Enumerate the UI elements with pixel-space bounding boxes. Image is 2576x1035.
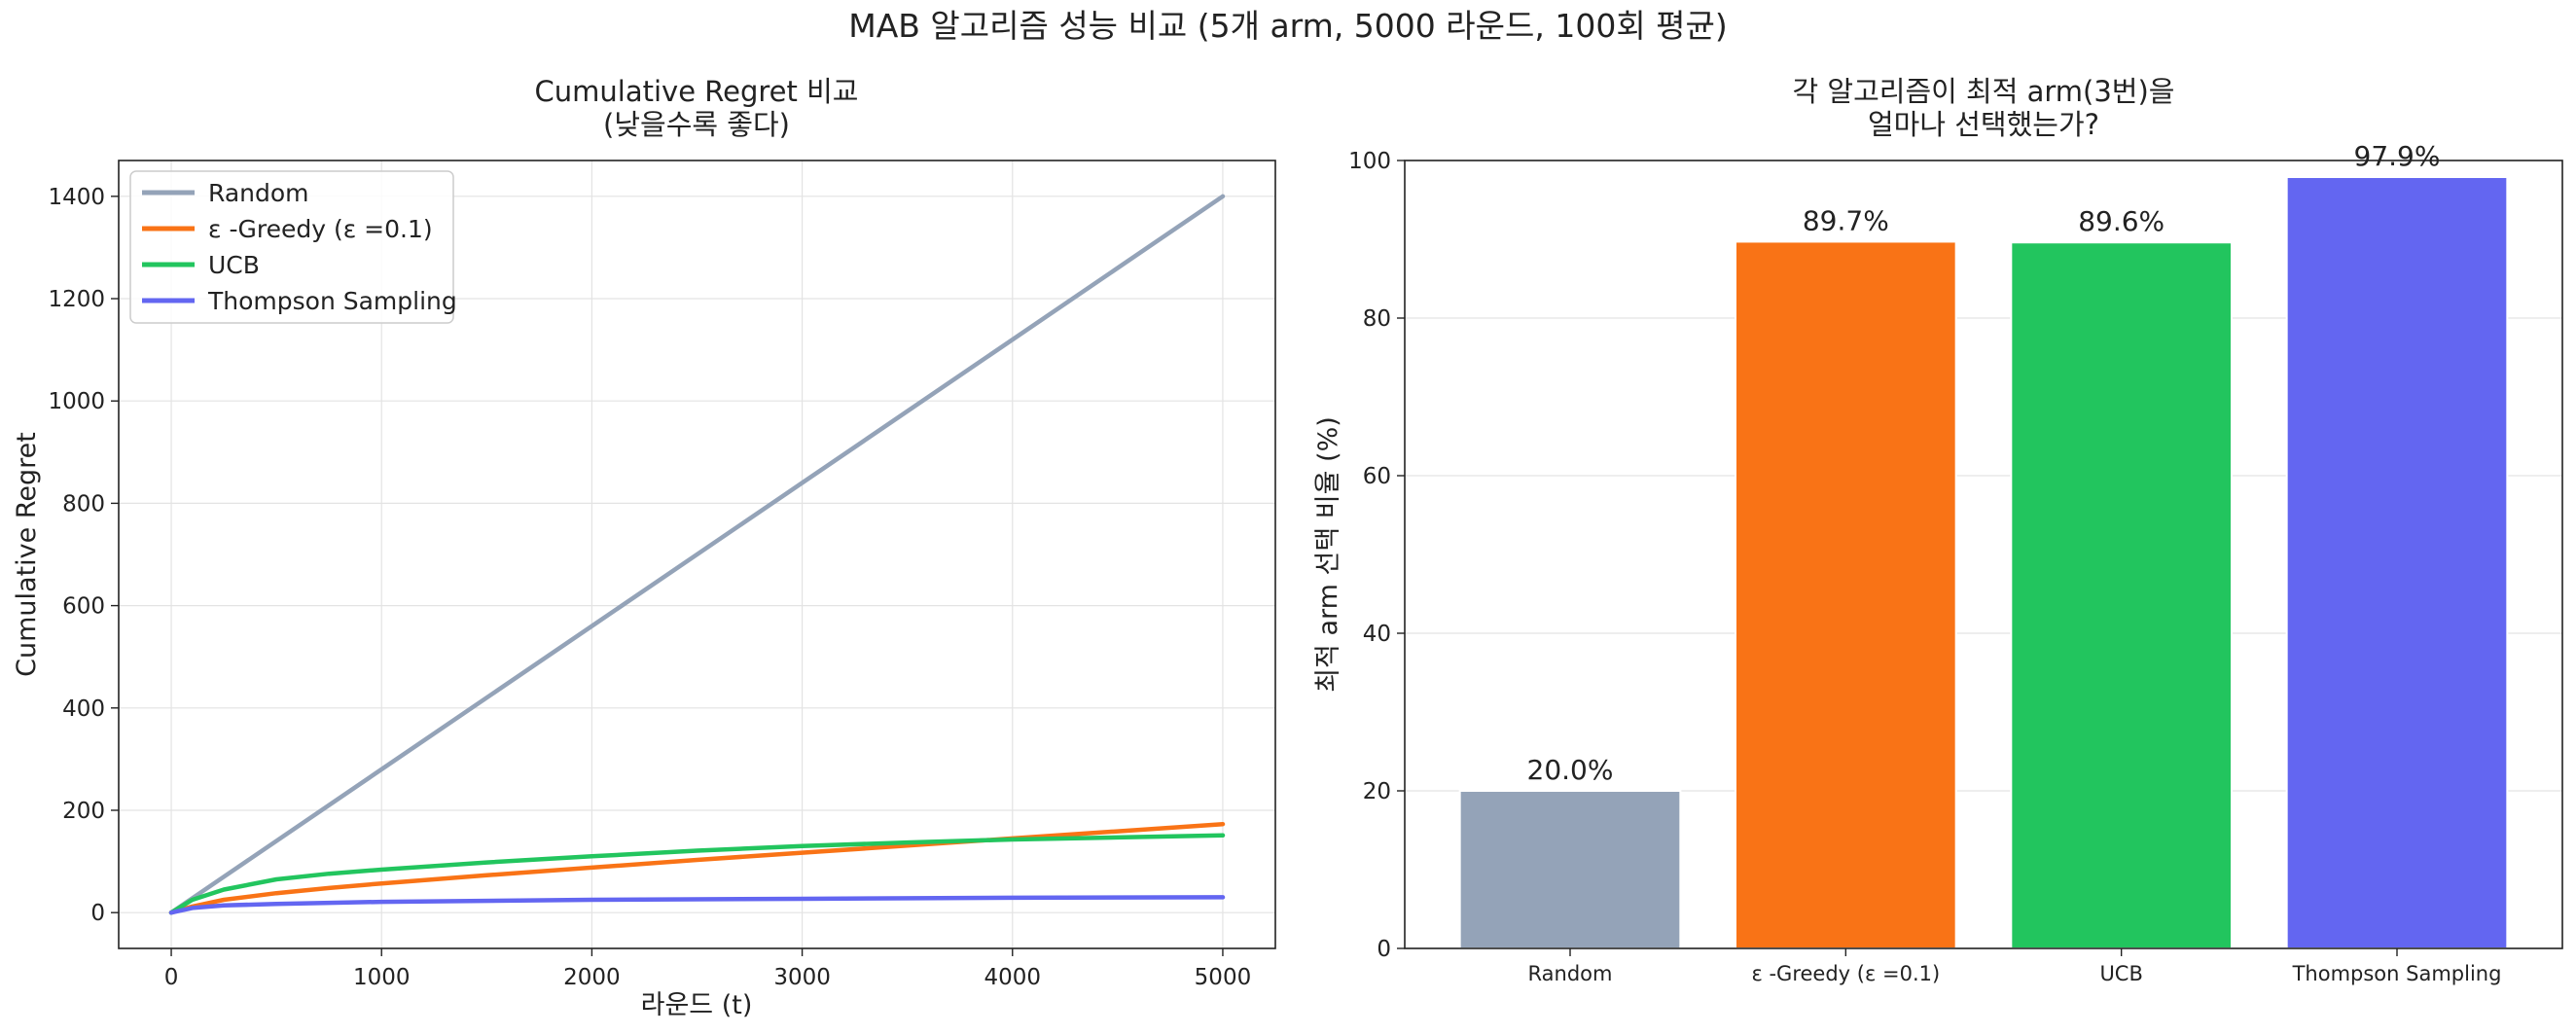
bar-chart-y-tick-label: 100: [1348, 149, 1391, 174]
bar-chart-plot-frame: [1404, 160, 2563, 949]
figure-title: MAB 알고리즘 성능 비교 (5개 arm, 5000 라운드, 100회 평…: [848, 7, 1728, 45]
line-chart-y-tick-label: 1200: [48, 287, 105, 312]
legend-label-egreedy: ε -Greedy (ε =0.1): [208, 215, 433, 243]
bar-value-label-ucb: 89.6%: [2078, 205, 2165, 237]
bar-chart-y-axis-label: 최적 arm 선택 비율 (%): [1313, 416, 1343, 693]
bar-value-label-random: 20.0%: [1527, 754, 1614, 786]
line-chart-y-tick-label: 0: [90, 901, 105, 926]
line-chart-subtitle: (낮을수록 좋다): [603, 108, 790, 141]
bar-chart-subtitle: 얼마나 선택했는가?: [1868, 108, 2099, 141]
bar-chart-y-tick-label: 60: [1363, 464, 1391, 489]
line-chart-y-tick-label: 1400: [48, 185, 105, 210]
bar-chart-y-tick-label: 20: [1363, 779, 1391, 804]
bar-chart-x-tick-label: Random: [1528, 962, 1613, 985]
bar-chart-x-ticks: Random ε -Greedy (ε =0.1) UCB Thompson Samp…: [1528, 948, 2502, 985]
bar-random: [1458, 790, 1682, 949]
bar-egreedy: [1735, 240, 1957, 949]
legend-label-random: Random: [208, 179, 309, 207]
line-chart-x-tick-label: 1000: [353, 965, 411, 990]
bar-chart-y-tick-label: 80: [1363, 306, 1391, 332]
line-chart-legend: Random ε -Greedy (ε =0.1) UCB Thompson S…: [129, 170, 457, 324]
line-chart-y-tick-label: 600: [62, 594, 105, 620]
bar-thompson: [2285, 176, 2509, 949]
line-chart-plot-frame: [118, 160, 1276, 949]
bar-chart-y-tick-label: 0: [1377, 937, 1391, 962]
line-chart-y-tick-label: 800: [62, 491, 105, 517]
bar-chart-title: 각 알고리즘이 최적 arm(3번)을: [1793, 75, 2175, 108]
line-chart-series-group: [168, 194, 1226, 915]
series-line-ucb: [168, 833, 1226, 915]
bar-chart-x-tick-label: UCB: [2099, 962, 2142, 985]
line-chart-x-ticks: 0 1000 2000 3000 4000 5000: [164, 948, 1252, 990]
legend-label-thompson: Thompson Sampling: [207, 287, 457, 315]
bar-chart-x-tick-label: Thompson Sampling: [2292, 962, 2502, 985]
legend-box: [129, 170, 454, 324]
line-chart-y-axis-label: Cumulative Regret: [12, 432, 42, 677]
bar-chart-x-tick-label: ε -Greedy (ε =0.1): [1751, 962, 1940, 985]
line-chart-title: Cumulative Regret 비교: [535, 75, 859, 108]
line-chart-x-tick-label: 4000: [984, 965, 1041, 990]
line-chart-x-tick-label: 0: [164, 965, 179, 990]
bar-chart-y-tick-label: 40: [1363, 622, 1391, 647]
bar-ucb: [2010, 241, 2233, 950]
bar-chart: 각 알고리즘이 최적 arm(3번)을 얼마나 선택했는가? 20.0% 89.7…: [1313, 75, 2563, 985]
line-chart-x-tick-label: 3000: [773, 965, 831, 990]
bar-chart-y-ticks: 0 20 40 60 80 100: [1348, 149, 1405, 962]
line-chart-y-ticks: 0 200 400 600 800 1000 1200 1400: [48, 185, 119, 926]
line-chart-y-tick-label: 1000: [48, 389, 105, 414]
series-line-random: [168, 194, 1226, 915]
line-chart-grid: [119, 161, 1275, 948]
line-chart-x-axis-label: 라운드 (t): [641, 990, 753, 1020]
line-chart-x-tick-label: 5000: [1195, 965, 1252, 990]
bar-value-label-egreedy: 89.7%: [1803, 204, 1889, 236]
line-chart-x-tick-label: 2000: [563, 965, 621, 990]
bar-value-label-thompson: 97.9%: [2354, 140, 2441, 172]
legend-label-ucb: UCB: [208, 251, 260, 279]
line-chart: Cumulative Regret 비교 (낮을수록 좋다) 0 1000 2000…: [12, 75, 1276, 1020]
bar-chart-bars: 20.0% 89.7% 89.6% 97.9%: [1458, 140, 2509, 950]
line-chart-y-tick-label: 400: [62, 696, 105, 722]
line-chart-y-tick-label: 200: [62, 799, 105, 824]
series-line-thompson: [168, 895, 1226, 915]
